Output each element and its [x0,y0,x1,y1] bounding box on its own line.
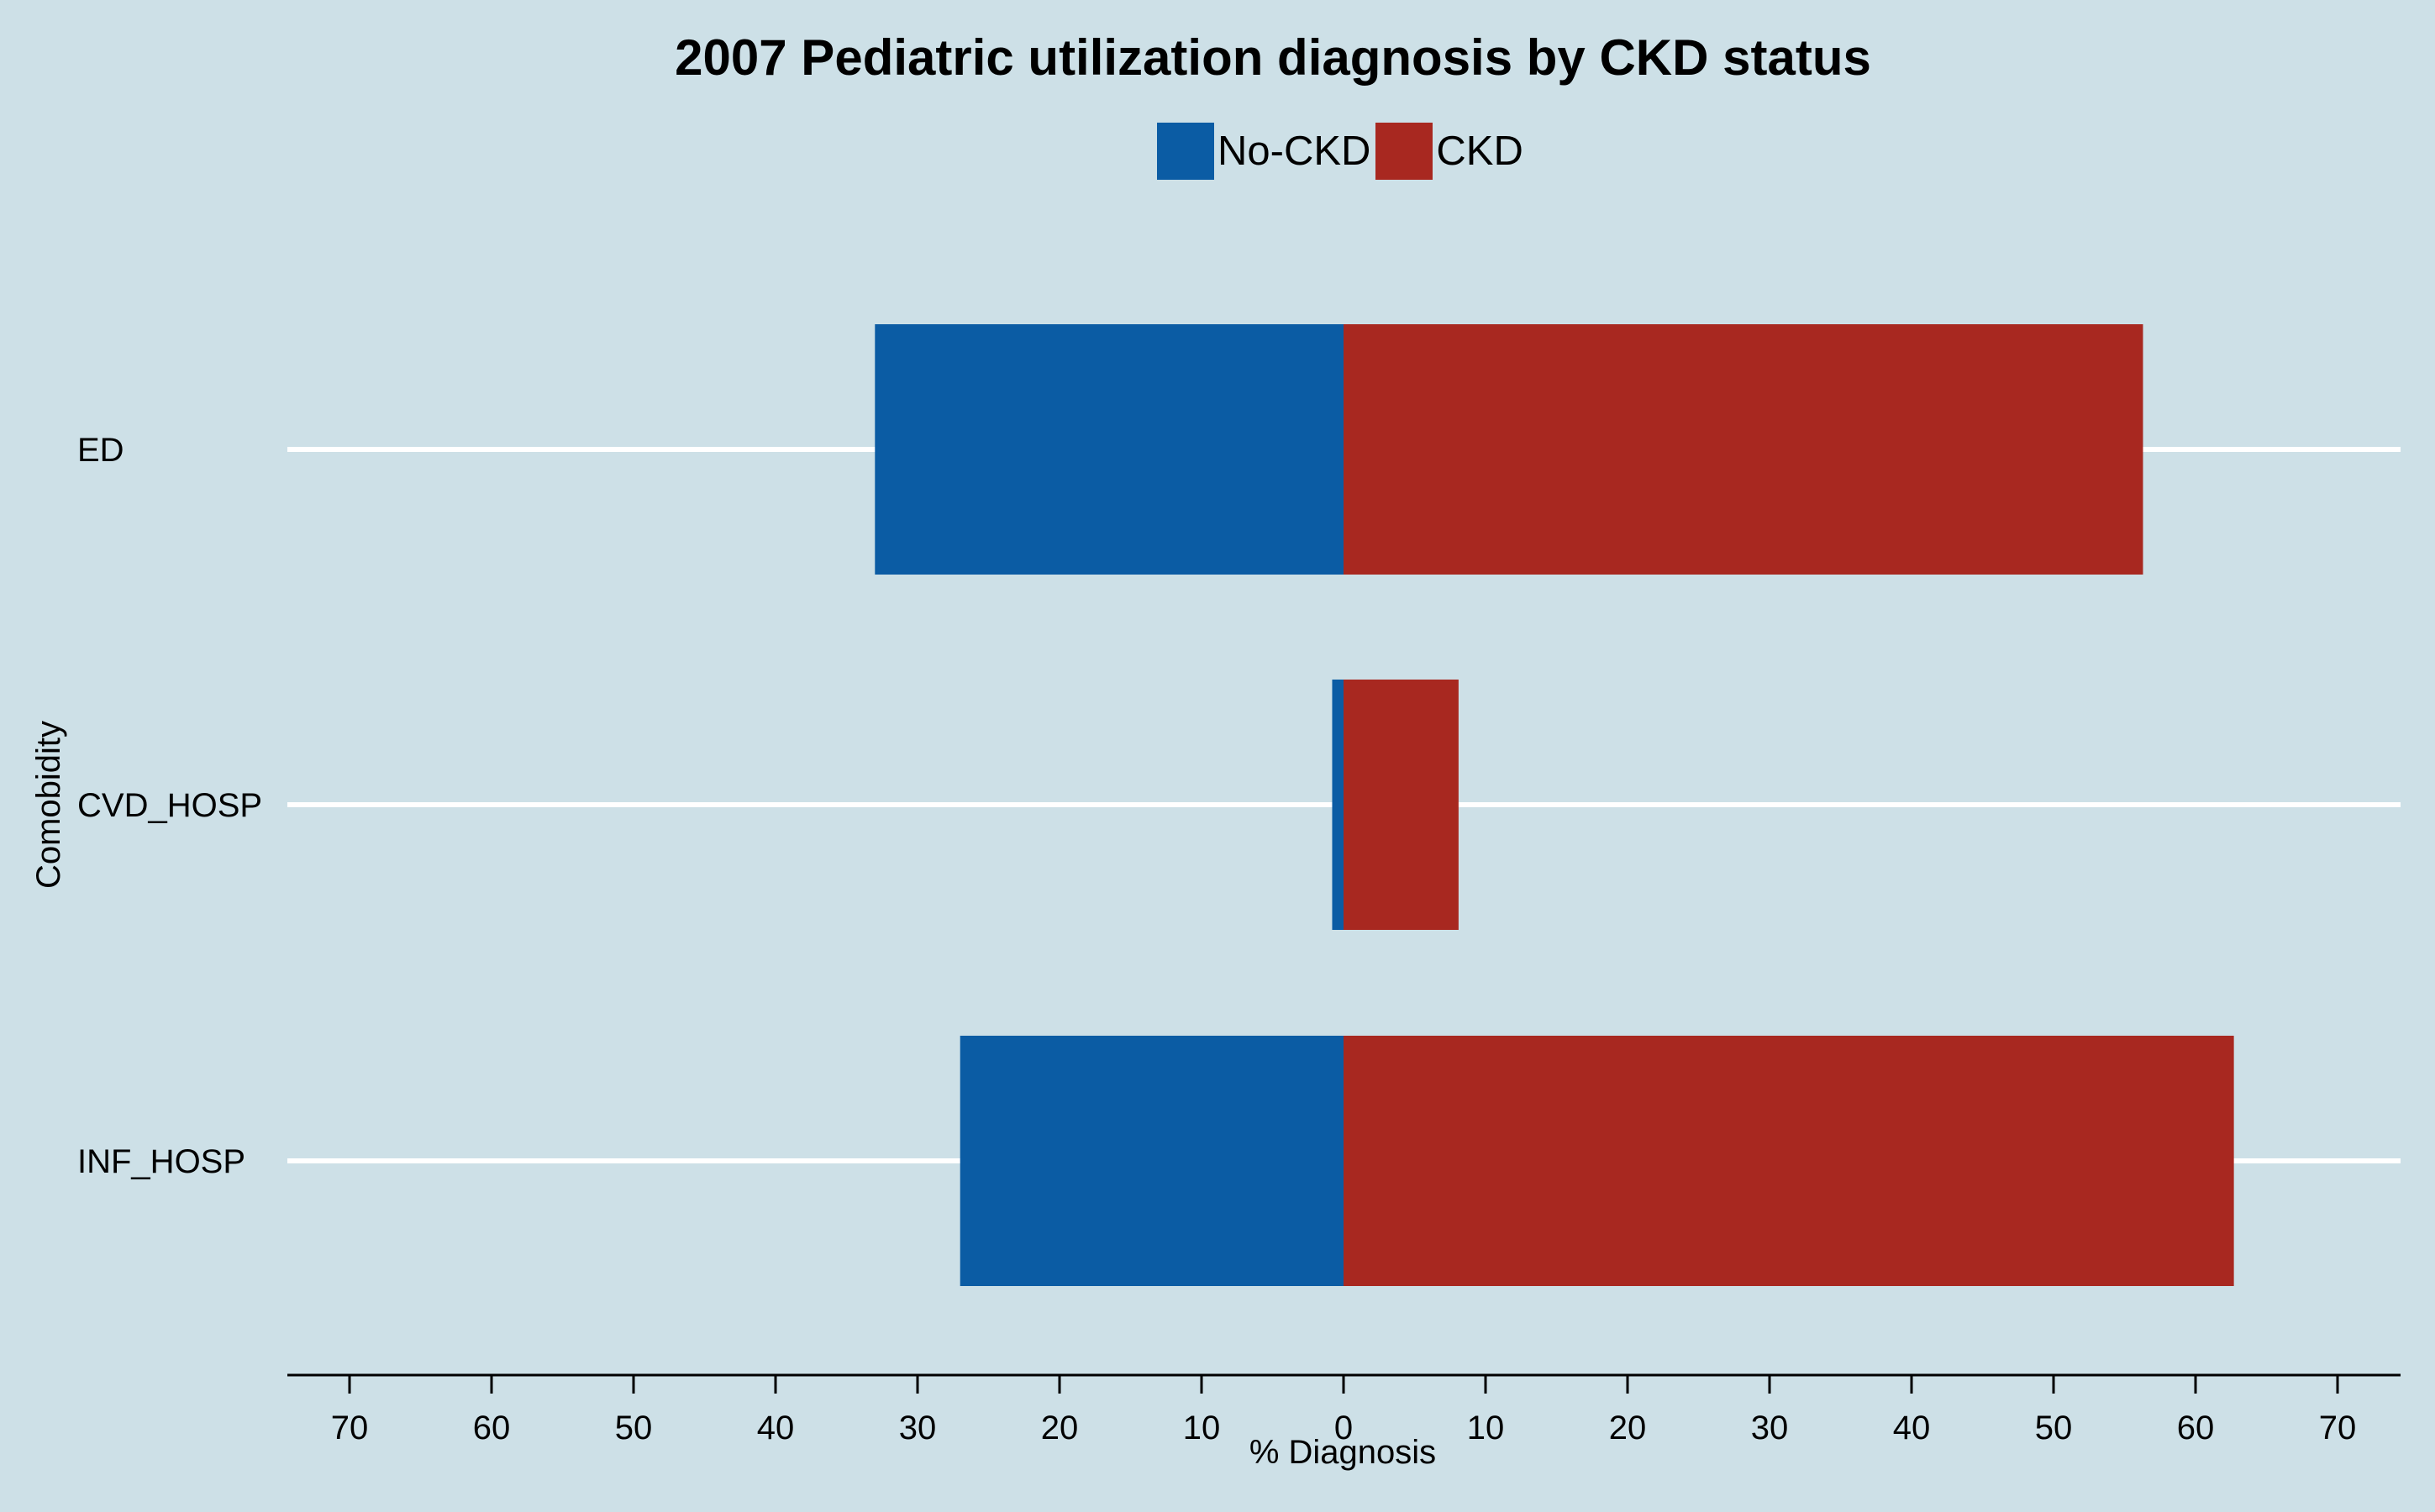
y-axis-title: Comobidity [30,721,67,889]
x-tick-label: 40 [1893,1410,1931,1446]
x-tick-label: 60 [2177,1410,2215,1446]
x-axis-title: % Diagnosis [1249,1434,1436,1471]
legend-swatch-no-ckd [1157,123,1214,180]
bars [875,324,2234,1286]
x-tick-label: 50 [615,1410,653,1446]
bar-ckd-inf-hosp [1344,1036,2234,1286]
legend-label-ckd: CKD [1436,129,1523,174]
x-tick-label: 70 [2319,1410,2357,1446]
legend-label-no-ckd: No-CKD [1218,129,1371,174]
category-label-ed: ED [77,432,124,469]
x-tick-label: 50 [2035,1410,2073,1446]
legend-swatch-ckd [1375,123,1433,180]
x-tick-label: 30 [899,1410,937,1446]
category-label-cvd-hosp: CVD_HOSP [77,787,262,824]
x-tick-label: 60 [473,1410,511,1446]
category-labels: ED CVD_HOSP INF_HOSP [77,432,262,1180]
chart-title: 2007 Pediatric utilization diagnosis by … [675,29,1871,86]
x-tick-label: 10 [1183,1410,1221,1446]
bar-ckd-ed [1344,324,2143,575]
x-tick-label: 70 [331,1410,369,1446]
legend: No-CKD CKD [1157,123,1528,180]
bar-ckd-cvd-hosp [1344,680,1459,930]
bar-no-ckd-cvd-hosp [1332,680,1344,930]
legend-item-ckd: CKD [1375,123,1528,180]
x-tick-label: 20 [1041,1410,1079,1446]
bar-no-ckd-ed [875,324,1344,575]
x-tick-label: 10 [1467,1410,1505,1446]
x-tick-label: 20 [1609,1410,1647,1446]
x-axis: 70 60 50 40 30 20 10 0 10 20 30 40 50 60 70 [287,1373,2401,1446]
x-tick-label: 40 [757,1410,795,1446]
bar-no-ckd-inf-hosp [960,1036,1344,1286]
x-tick-label: 30 [1751,1410,1789,1446]
legend-item-no-ckd: No-CKD [1157,123,1375,180]
category-label-inf-hosp: INF_HOSP [77,1143,245,1180]
x-tick-label: 0 [1334,1410,1353,1446]
